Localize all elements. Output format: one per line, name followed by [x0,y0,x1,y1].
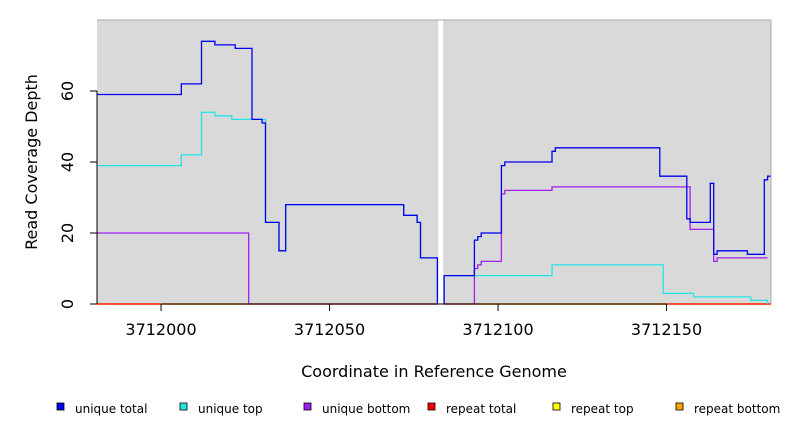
legend-label: unique top [198,402,263,416]
legend-item: unique bottom [303,402,410,416]
x-tick-label: 3712100 [462,320,533,339]
legend-label: unique bottom [322,402,410,416]
x-tick-label: 3712150 [631,320,702,339]
x-tick-label: 3712000 [125,320,196,339]
legend-item: repeat bottom [675,402,780,416]
legend: unique total unique top unique bottom repea… [56,402,780,416]
plot-panel [97,20,771,304]
legend-swatch [675,402,684,411]
x-axis-title: Coordinate in Reference Genome [301,362,567,381]
y-axis-title: Read Coverage Depth [22,74,41,250]
series-line [443,147,771,304]
legend-swatch [56,402,65,411]
legend-swatch [303,402,312,411]
legend-item: repeat total [427,402,516,416]
legend-item: unique total [56,402,147,416]
series-line [97,40,439,304]
y-tick-label: 20 [58,223,77,243]
legend-item: unique top [179,402,263,416]
y-tick-label: 60 [58,81,77,101]
x-axis: 3712000 3712050 3712100 3712150 [125,303,702,339]
legend-item: repeat top [552,402,634,416]
legend-swatch [179,402,188,411]
y-axis: 0 20 40 60 [58,81,98,309]
axes: 0 20 40 60 3712000 3712050 3712100 3712150 [58,19,772,339]
y-tick-label: 0 [58,299,77,309]
series-unique-total [97,40,771,304]
legend-label: repeat total [446,402,516,416]
legend-swatch [552,402,561,411]
legend-label: repeat bottom [694,402,780,416]
series-line [444,186,768,305]
series-line [443,264,769,304]
legend-label: repeat top [571,402,634,416]
y-tick-label: 40 [58,152,77,172]
x-tick-label: 3712050 [294,320,365,339]
legend-swatch [427,402,436,411]
plot-background [97,20,771,304]
legend-label: unique total [75,402,147,416]
